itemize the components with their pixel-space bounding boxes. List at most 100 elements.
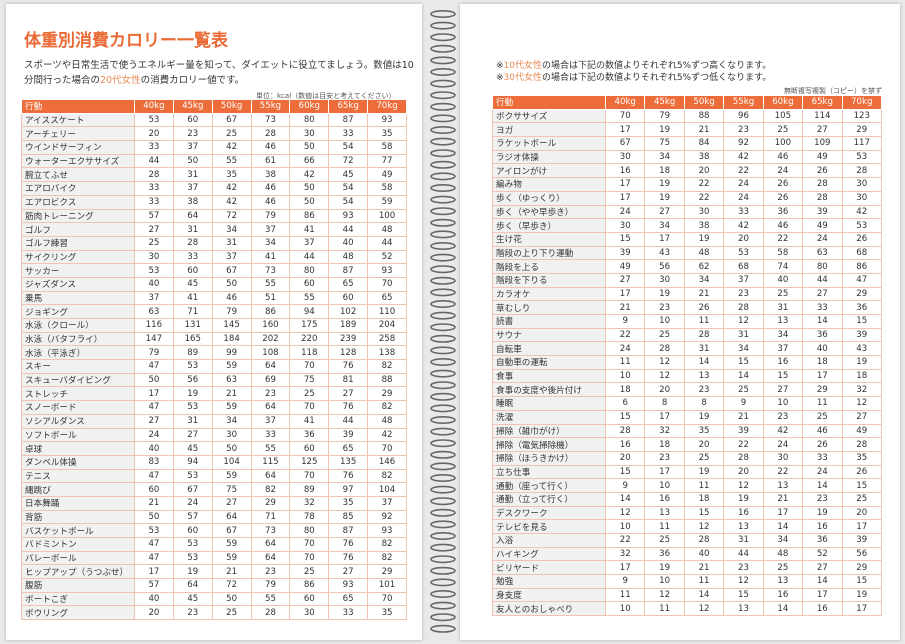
kcal-cell: 68 — [723, 259, 764, 274]
kcal-cell: 34 — [250, 235, 291, 251]
spiral-ring — [430, 555, 456, 564]
kcal-cell: 29 — [802, 382, 843, 398]
kcal-cell: 67 — [604, 136, 646, 151]
kcal-cell: 79 — [250, 578, 291, 593]
kcal-cell: 28 — [134, 167, 174, 183]
kcal-cell: 72 — [211, 578, 252, 593]
kcal-cell: 11 — [683, 574, 725, 589]
kcal-cell: 27 — [328, 386, 369, 402]
spiral-ring — [430, 427, 456, 436]
kcal-cell: 45 — [328, 167, 369, 183]
kcal-cell: 12 — [644, 368, 685, 384]
spiral-ring — [430, 497, 456, 506]
table-row: ダンベル体操 83 94 104 115 125 135 146 — [21, 454, 407, 470]
kcal-cell: 45 — [172, 276, 213, 292]
kcal-cell: 34 — [723, 341, 764, 357]
activity-cell: 歩く（ゆっくり） — [492, 190, 606, 206]
activity-cell: 睡眠 — [492, 396, 606, 411]
kcal-cell: 28 — [802, 190, 843, 206]
kcal-cell: 70 — [289, 550, 330, 566]
kcal-cell: 19 — [644, 560, 685, 576]
header-cell: 40kg — [134, 99, 174, 114]
kcal-cell: 57 — [172, 509, 213, 525]
activity-cell: 水泳（クロール） — [21, 318, 135, 333]
kcal-cell: 34 — [762, 327, 804, 343]
table-row: テレビを見る 10 11 12 13 14 16 17 — [492, 519, 883, 534]
kcal-cell: 52 — [367, 249, 407, 265]
kcal-cell: 55 — [250, 276, 291, 292]
table-row: ソフトボール 24 27 30 33 36 39 42 — [21, 427, 407, 443]
kcal-cell: 76 — [328, 537, 369, 552]
activity-cell: ビリヤード — [492, 560, 606, 576]
spiral-ring — [430, 473, 456, 482]
kcal-cell: 21 — [134, 495, 174, 511]
kcal-cell: 17 — [644, 231, 685, 247]
kcal-cell: 40 — [762, 272, 804, 288]
activity-cell: エアロバイク — [21, 181, 135, 196]
header-cell: 65kg — [802, 95, 843, 110]
kcal-cell: 258 — [367, 331, 407, 347]
kcal-cell: 37 — [762, 341, 804, 357]
kcal-cell: 16 — [802, 519, 843, 534]
activity-cell: ジャズダンス — [21, 276, 135, 292]
activity-cell: 階段を上る — [492, 259, 606, 274]
kcal-cell: 22 — [762, 464, 804, 480]
kcal-cell: 58 — [762, 245, 804, 261]
kcal-cell: 175 — [289, 318, 330, 333]
activity-cell: 階段の上り下り運動 — [492, 245, 606, 261]
header-row: 行動 40kg 45kg 50kg 55kg 60kg 65kg 70kg — [492, 95, 883, 110]
kcal-cell: 32 — [841, 382, 883, 398]
kcal-cell: 79 — [250, 208, 291, 224]
kcal-cell: 64 — [211, 509, 252, 525]
kcal-cell: 34 — [644, 218, 685, 233]
activity-cell: バスケットボール — [21, 523, 135, 538]
kcal-cell: 33 — [172, 249, 213, 265]
kcal-cell: 56 — [841, 546, 883, 562]
kcal-cell: 73 — [250, 523, 291, 538]
activity-cell: ハイキング — [492, 546, 606, 562]
activity-cell: 腕立てふせ — [21, 167, 135, 183]
kcal-cell: 79 — [134, 345, 174, 361]
kcal-cell: 37 — [172, 181, 213, 196]
kcal-cell: 42 — [723, 149, 764, 165]
table-row: デスクワーク 12 13 15 16 17 19 20 — [492, 505, 883, 521]
kcal-cell: 79 — [644, 108, 685, 124]
header-cell: 55kg — [250, 99, 291, 114]
kcal-cell: 16 — [762, 587, 804, 603]
activity-cell: ダンベル体操 — [21, 454, 135, 470]
table-row: ヨガ 17 19 21 23 25 27 29 — [492, 122, 883, 138]
spiral-ring — [430, 508, 456, 517]
notes: ※10代女性の場合は下記の数値よりそれぞれ5%ずつ高くなります。 ※30代女性の… — [496, 60, 771, 84]
kcal-cell: 92 — [723, 136, 764, 151]
kcal-cell: 146 — [367, 454, 407, 470]
kcal-cell: 27 — [134, 222, 174, 237]
spiral-ring — [430, 369, 456, 378]
table-row: 歩く（ゆっくり） 17 19 22 24 26 28 30 — [492, 190, 883, 206]
kcal-cell: 21 — [723, 409, 764, 425]
kcal-cell: 78 — [289, 509, 330, 525]
table-row: 水泳（平泳ぎ） 79 89 99 108 118 128 138 — [21, 345, 407, 361]
spiral-ring — [430, 404, 456, 413]
kcal-cell: 65 — [367, 290, 407, 306]
kcal-cell: 42 — [841, 204, 883, 220]
kcal-cell: 28 — [604, 423, 646, 439]
kcal-cell: 138 — [367, 345, 407, 361]
kcal-cell: 15 — [683, 505, 725, 521]
kcal-cell: 19 — [172, 564, 213, 580]
note-text: ※ — [496, 61, 504, 71]
kcal-cell: 27 — [762, 382, 804, 398]
activity-cell: スキューバダイビング — [21, 372, 135, 388]
kcal-cell: 26 — [802, 163, 843, 179]
table-row: スキューバダイビング 50 56 63 69 75 81 88 — [21, 372, 407, 388]
table-row: ボウリング 20 23 25 28 30 33 35 — [21, 605, 407, 621]
kcal-cell: 47 — [134, 400, 174, 415]
kcal-cell: 117 — [841, 136, 883, 151]
spiral-ring — [430, 415, 456, 424]
kcal-cell: 26 — [802, 437, 843, 452]
kcal-cell: 27 — [841, 409, 883, 425]
kcal-cell: 60 — [172, 263, 213, 278]
kcal-cell: 25 — [762, 286, 804, 302]
kcal-cell: 74 — [762, 259, 804, 274]
kcal-cell: 84 — [683, 136, 725, 151]
kcal-cell: 50 — [289, 181, 330, 196]
